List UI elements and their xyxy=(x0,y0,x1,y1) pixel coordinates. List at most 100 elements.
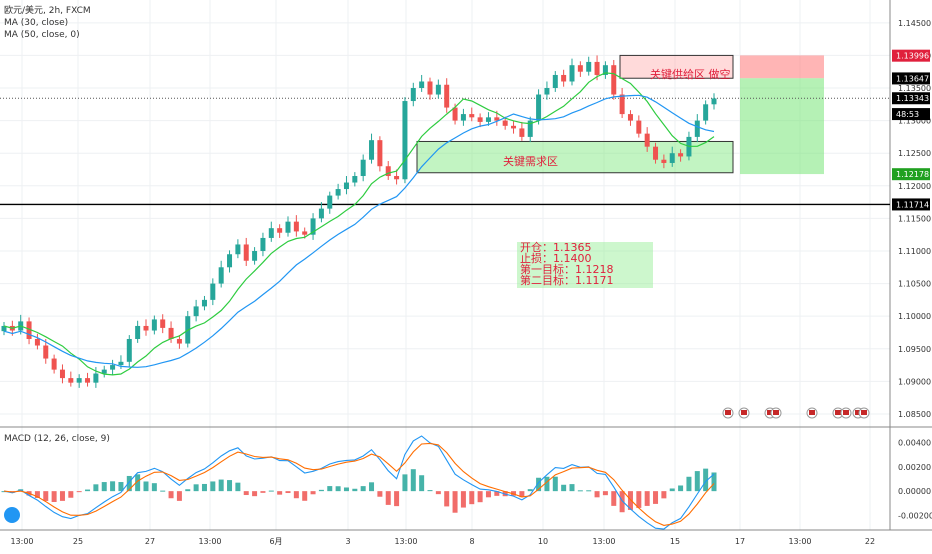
candle-body xyxy=(694,120,700,137)
macd-histogram-bar xyxy=(703,468,709,492)
macd-histogram-bar xyxy=(561,484,567,492)
candle-body xyxy=(669,153,675,163)
macd-histogram-bar xyxy=(586,490,592,492)
macd-signal-line xyxy=(3,442,715,526)
candle-body xyxy=(627,114,633,121)
macd-tick-label: 0.00000 xyxy=(898,487,931,496)
macd-histogram-bar xyxy=(352,488,358,492)
candle-body xyxy=(268,228,274,238)
supply-zone-label: 关键供给区 做空 xyxy=(650,68,731,81)
flag-icon xyxy=(773,410,779,415)
macd-tick-label: -0.00200 xyxy=(898,511,932,520)
candle-body xyxy=(469,114,475,118)
stop-loss-box xyxy=(740,55,824,79)
candle-body xyxy=(210,283,216,300)
candle-body xyxy=(360,159,366,177)
macd-histogram-bar xyxy=(686,476,692,492)
macd-histogram-bar xyxy=(644,491,650,506)
macd-histogram-bar xyxy=(302,491,308,501)
demand-zone xyxy=(416,140,734,174)
time-tick-label: 13:00 xyxy=(198,537,221,546)
candle-body xyxy=(452,107,458,121)
price-tag-label: 1.13343 xyxy=(896,94,929,103)
demand-zone-label: 关键需求区 xyxy=(503,155,558,168)
candle-body xyxy=(135,325,141,339)
candle-body xyxy=(703,104,709,121)
time-tick-label: 3 xyxy=(345,537,350,546)
macd-histogram-bar xyxy=(93,484,99,492)
symbol-label: 欧元/美元, 2h, FXCM xyxy=(4,6,91,16)
macd-histogram-bar xyxy=(377,491,383,497)
candle-body xyxy=(285,221,291,233)
macd-histogram-bar xyxy=(126,475,132,492)
macd-histogram-bar xyxy=(519,491,525,498)
candle-body xyxy=(602,65,608,75)
candle-body xyxy=(419,81,425,89)
price-tick-label: 1.12500 xyxy=(898,149,931,158)
time-tick-label: 27 xyxy=(145,537,155,546)
time-tick-label: 13:00 xyxy=(394,537,417,546)
candle-body xyxy=(561,74,567,82)
price-tag xyxy=(892,108,930,121)
candle-body xyxy=(519,128,525,137)
macd-histogram-bar xyxy=(59,491,65,501)
macd-histogram-bar xyxy=(176,491,182,501)
flag-icon xyxy=(725,410,731,415)
plan-stop: 止损：1.1400 xyxy=(520,252,592,265)
price-tick-label: 1.12000 xyxy=(898,182,931,191)
price-tag xyxy=(892,49,930,62)
flag-icon xyxy=(855,410,861,415)
macd-histogram-bar xyxy=(268,490,274,492)
candle-body xyxy=(511,125,517,129)
macd-histogram-bar xyxy=(201,483,207,492)
candle-body xyxy=(227,254,233,268)
plan-target2: 第二目标：1.1171 xyxy=(520,274,614,287)
macd-histogram-bar xyxy=(101,482,107,492)
price-tick-label: 1.14500 xyxy=(898,19,931,28)
macd-histogram-bar xyxy=(552,476,558,492)
macd-histogram-bar xyxy=(285,491,291,494)
macd-histogram-bar xyxy=(310,491,316,495)
macd-histogram-bar xyxy=(594,491,600,498)
candle-body xyxy=(552,74,558,89)
macd-histogram-bar xyxy=(193,484,199,492)
macd-histogram-bar xyxy=(494,491,500,496)
candle-body xyxy=(110,365,116,370)
time-tick-label: 8 xyxy=(469,537,474,546)
candle-body xyxy=(201,299,207,307)
candle-body xyxy=(577,65,583,72)
price-tick-label: 1.13500 xyxy=(898,84,931,93)
price-tick-label: 1.10000 xyxy=(898,312,931,321)
flag-icon xyxy=(835,410,841,415)
price-tick-label: 1.09500 xyxy=(898,345,931,354)
macd-histogram-bar xyxy=(536,477,542,492)
macd-histogram-bar xyxy=(335,486,341,492)
candle-body xyxy=(485,117,491,122)
macd-histogram-bar xyxy=(343,487,349,492)
candle-body xyxy=(527,120,533,137)
candle-body xyxy=(101,369,107,374)
macd-histogram-bar xyxy=(218,479,224,492)
time-tick-label: 15 xyxy=(670,537,680,546)
macd-histogram-bar xyxy=(627,491,633,510)
candle-body xyxy=(68,378,74,383)
macd-histogram-bar xyxy=(577,490,583,492)
macd-histogram-bar xyxy=(260,491,266,493)
candle-body xyxy=(502,120,508,126)
macd-histogram-bar xyxy=(619,491,625,513)
candle-body xyxy=(26,321,32,339)
candle-body xyxy=(218,267,224,284)
candle-body xyxy=(611,65,617,95)
macd-histogram-bar xyxy=(243,491,249,496)
time-tick-label: 10 xyxy=(538,537,548,546)
macd-histogram-bar xyxy=(369,482,375,492)
candle-body xyxy=(293,221,299,232)
candle-body xyxy=(43,345,49,359)
macd-histogram-bar xyxy=(444,491,450,507)
macd-histogram-bar xyxy=(569,484,575,492)
candle-body xyxy=(302,231,308,235)
macd-histogram-bar xyxy=(636,491,642,508)
macd-histogram-bar xyxy=(293,491,299,499)
